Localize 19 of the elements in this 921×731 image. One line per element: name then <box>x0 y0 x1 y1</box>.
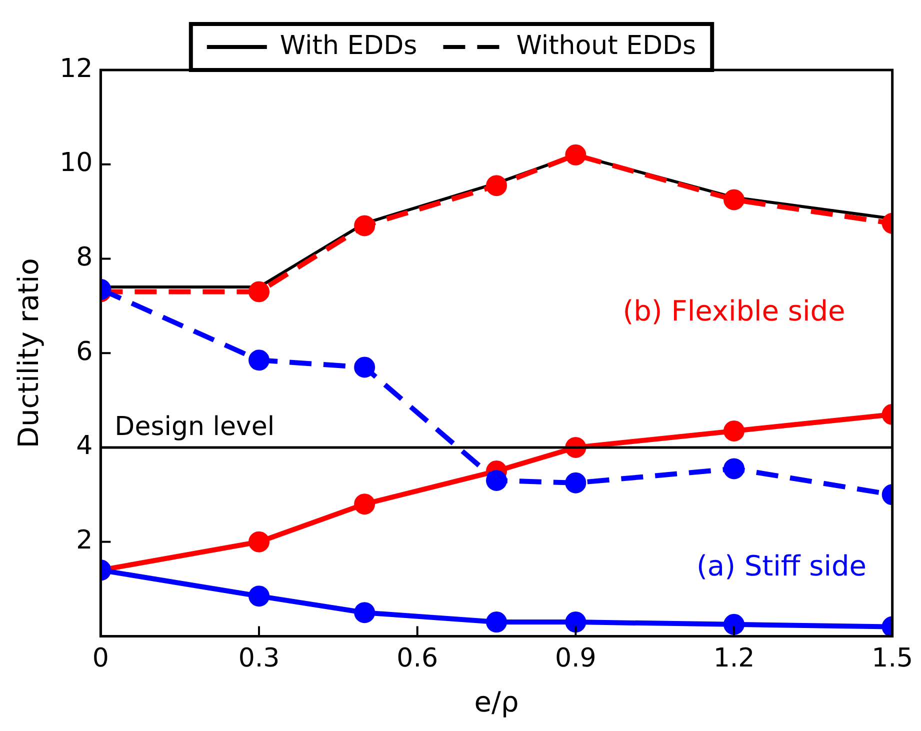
y-tick-label: 10 <box>60 148 93 178</box>
x-tick-label: 1.2 <box>713 644 755 674</box>
y-tick-label: 2 <box>76 526 93 556</box>
y-tick-label: 4 <box>76 431 93 462</box>
x-axis-title: e/ρ <box>474 685 519 718</box>
x-tick-label: 1.5 <box>872 644 914 674</box>
y-tick-label: 12 <box>60 54 93 84</box>
x-tick-label: 0.3 <box>238 644 280 674</box>
legend-label: With EDDs <box>280 30 418 61</box>
x-tick-label: 0.6 <box>396 644 438 674</box>
annotation: (a) Stiff side <box>696 550 866 583</box>
legend-label: Without EDDs <box>516 30 696 61</box>
x-tick-label: 0 <box>92 644 109 674</box>
ref-line-label: Design level <box>114 412 275 442</box>
y-axis-title: Ductility ratio <box>12 258 46 448</box>
annotation: (b) Flexible side <box>622 294 846 328</box>
y-tick-label: 8 <box>76 242 93 272</box>
y-tick-label: 6 <box>76 336 93 367</box>
x-tick-label: 0.9 <box>554 644 596 674</box>
